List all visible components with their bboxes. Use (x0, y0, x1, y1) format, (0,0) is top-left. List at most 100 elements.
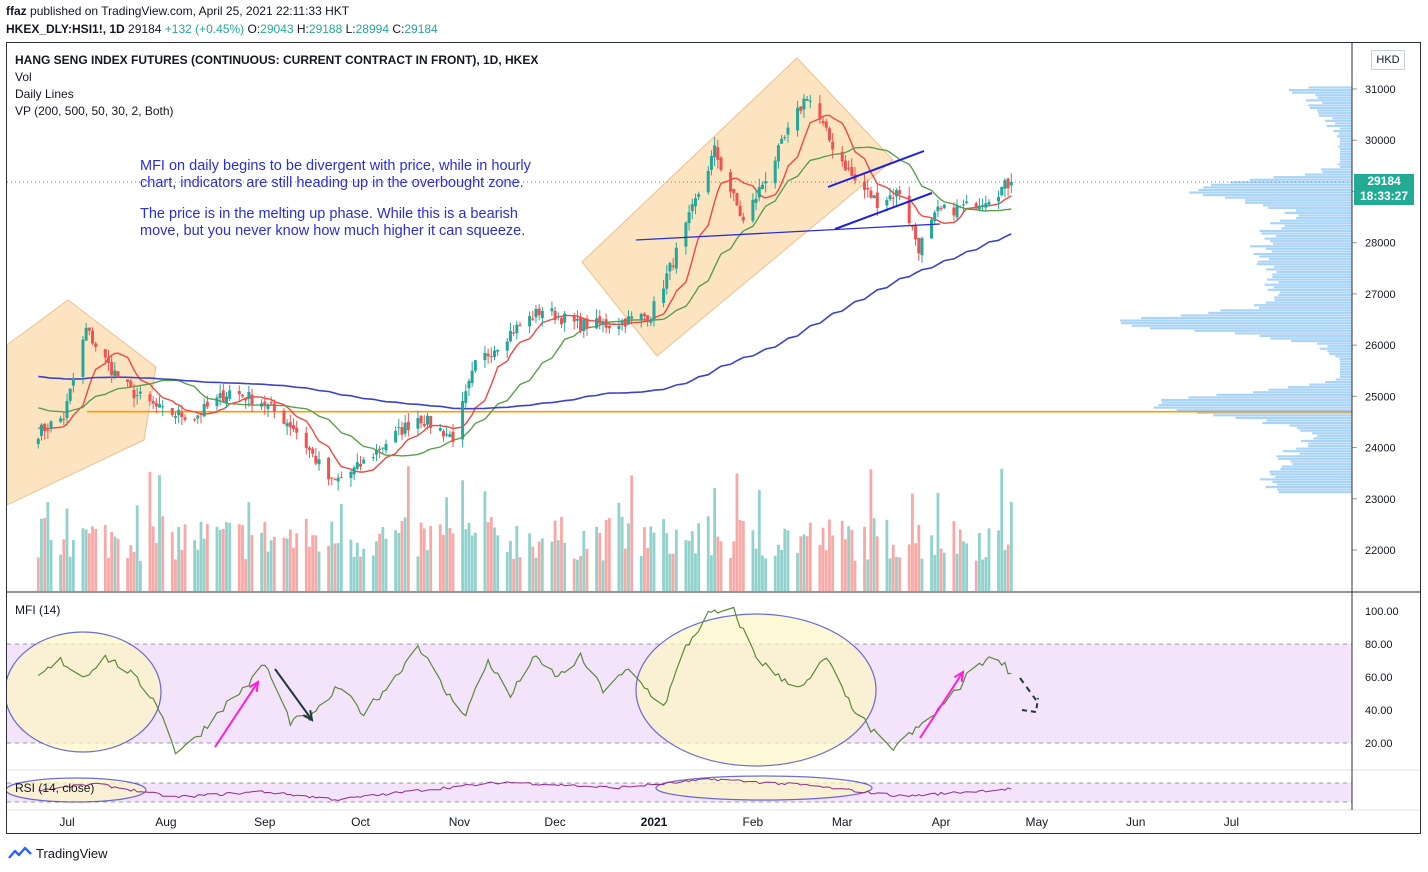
volume-profile-bar (1339, 357, 1352, 361)
candle-body (540, 310, 544, 319)
candle-body (461, 400, 465, 440)
chart-title: HANG SENG INDEX FUTURES (CONTINUOUS: CUR… (15, 53, 539, 67)
candle-body (49, 421, 53, 430)
volume-bar (595, 526, 598, 591)
volume-profile-bar (1257, 260, 1352, 263)
mfi-label[interactable]: MFI (14) (15, 603, 61, 617)
volume-profile-bar (1340, 370, 1352, 373)
volume-profile-bar (1280, 468, 1352, 471)
volume-profile-bar (1272, 275, 1352, 279)
volume-profile-bar (1245, 199, 1352, 202)
volume-bar (205, 524, 209, 591)
volume-bar (241, 525, 244, 591)
volume-bar (180, 549, 184, 591)
volume-profile-bar (1326, 124, 1352, 128)
volume-profile-bar (1120, 322, 1352, 325)
volume-profile-bar (1262, 204, 1352, 207)
volume-profile-bar (1340, 150, 1352, 153)
candle-body (183, 417, 187, 420)
volume-bar (445, 497, 449, 591)
candle-body (920, 238, 924, 256)
candle-body (843, 160, 847, 171)
volume-bar (534, 557, 538, 591)
volume-profile-bar (1340, 142, 1352, 145)
volume-profile-bar (1278, 293, 1352, 297)
candle-body (863, 181, 867, 190)
volume-profile-bar (1340, 140, 1352, 143)
volume-bar (649, 526, 653, 591)
candle-body (821, 120, 825, 124)
volume-bar (716, 536, 720, 591)
volume-bar (773, 555, 777, 591)
legend-vol[interactable]: Vol (15, 70, 32, 84)
volume-bar (585, 548, 589, 591)
volume-profile-bar (1276, 483, 1352, 486)
volume-bar (796, 552, 799, 591)
volume-bar (869, 469, 873, 591)
volume-profile-bar (1278, 491, 1352, 494)
volume-bar (161, 516, 165, 591)
candle-body (757, 187, 761, 198)
volume-profile-bar (1300, 429, 1352, 432)
volume-profile-bar (1317, 96, 1352, 99)
volume-bar (221, 528, 225, 591)
volume-profile-bar (1224, 196, 1352, 199)
volume-bar (49, 539, 53, 591)
candle-body (917, 238, 921, 254)
candle-body (240, 395, 244, 397)
volume-bar (36, 557, 40, 591)
volume-bar (132, 551, 136, 591)
volume-bar (272, 536, 276, 591)
volume-bar (327, 545, 330, 591)
volume-profile-bar (1287, 386, 1352, 389)
volume-bar (464, 529, 468, 591)
volume-bar (129, 545, 133, 591)
volume-bar (802, 534, 806, 591)
candle-body (1009, 182, 1013, 186)
legend-daily-lines[interactable]: Daily Lines (15, 87, 74, 101)
volume-bar (422, 528, 426, 591)
volume-profile-bar (1332, 117, 1352, 120)
volume-profile-bar (1308, 444, 1352, 448)
volume-bar (627, 523, 630, 591)
volume-profile-bar (1259, 255, 1352, 258)
candle-body (314, 455, 318, 464)
volume-profile-bar (1295, 217, 1352, 220)
volume-bar (1003, 550, 1007, 591)
legend-volume-profile[interactable]: VP (200, 500, 50, 30, 2, Both) (15, 104, 174, 118)
volume-bar (974, 560, 978, 591)
volume-bar (936, 492, 940, 591)
volume-bar (907, 544, 911, 591)
volume-profile-bar (1340, 158, 1352, 161)
candle-body (158, 404, 162, 408)
volume-bar (553, 520, 557, 591)
candle-body (965, 201, 969, 203)
candle-body (65, 401, 69, 418)
candle-body (470, 370, 474, 384)
candle-body (738, 205, 742, 217)
volume-bar (665, 533, 669, 591)
candle-body (429, 416, 433, 429)
x-tick-label: Feb (743, 815, 764, 829)
volume-bar (317, 551, 321, 591)
volume-profile-bar (1317, 109, 1352, 112)
candle-body (237, 391, 241, 395)
candle-body (221, 390, 225, 402)
rsi-label[interactable]: RSI (14, close) (15, 781, 95, 795)
volume-profile-bar (1289, 424, 1352, 427)
candle-body (362, 459, 366, 464)
candle-body (173, 415, 177, 418)
volume-profile-bar (1292, 462, 1352, 466)
candle-body (646, 315, 650, 322)
volume-bar (572, 558, 576, 591)
candle-body (974, 203, 978, 209)
candle-body (282, 410, 286, 424)
currency-button[interactable]: HKD (1371, 50, 1405, 70)
volume-profile-bar (1318, 114, 1352, 117)
volume-profile-bar (1220, 309, 1352, 312)
volume-profile-bar (1325, 380, 1352, 384)
mfi-tick-label: 20.00 (1365, 738, 1393, 750)
candle-body (850, 166, 854, 176)
candle-body (135, 395, 139, 397)
